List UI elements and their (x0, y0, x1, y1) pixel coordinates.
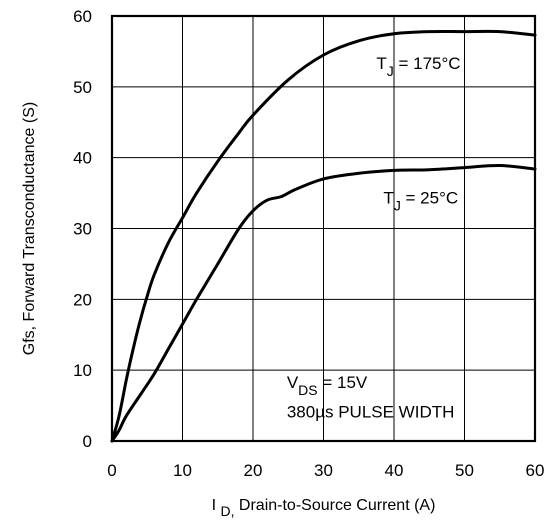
y-axis-label: Gfs, Forward Transconductance (S) (21, 102, 38, 355)
annotation-vds: VDS = 15V (287, 373, 368, 398)
annotation-pulse: 380µs PULSE WIDTH (287, 403, 455, 422)
x-axis-label-sub: D, (220, 503, 234, 519)
x-tick-label: 30 (314, 461, 333, 480)
series-layer (110, 29, 537, 443)
annotation-tj25: TJ = 25°C (383, 189, 458, 214)
tick-layer: 0 10 20 30 40 50 60 0 10 20 30 40 50 60 (73, 7, 544, 480)
y-tick-label: 20 (73, 290, 92, 309)
y-tick-label: 30 (73, 220, 92, 239)
x-tick-label: 40 (385, 461, 404, 480)
series-line-tj-25c (110, 163, 537, 443)
y-tick-label: 0 (83, 432, 92, 451)
y-tick-label: 50 (73, 78, 92, 97)
x-tick-label: 60 (526, 461, 545, 480)
x-tick-label: 10 (173, 461, 192, 480)
grid-layer (112, 16, 535, 441)
series-line-tj-175c (110, 29, 537, 443)
x-tick-label: 20 (244, 461, 263, 480)
x-axis-label-main: I (212, 497, 216, 514)
y-tick-label: 40 (73, 149, 92, 168)
y-tick-label: 10 (73, 361, 92, 380)
annotation-layer: TJ = 175°C TJ = 25°C VDS = 15V 380µs PULSE … (287, 54, 461, 422)
annotation-tj175: TJ = 175°C (376, 54, 460, 79)
x-tick-label: 0 (107, 461, 116, 480)
x-tick-label: 50 (455, 461, 474, 480)
plot-frame (110, 14, 537, 443)
y-tick-label: 60 (73, 7, 92, 26)
x-axis-label-rest: Drain-to-Source Current (A) (239, 497, 436, 514)
x-axis-label: I D, Drain-to-Source Current (A) (212, 497, 436, 520)
